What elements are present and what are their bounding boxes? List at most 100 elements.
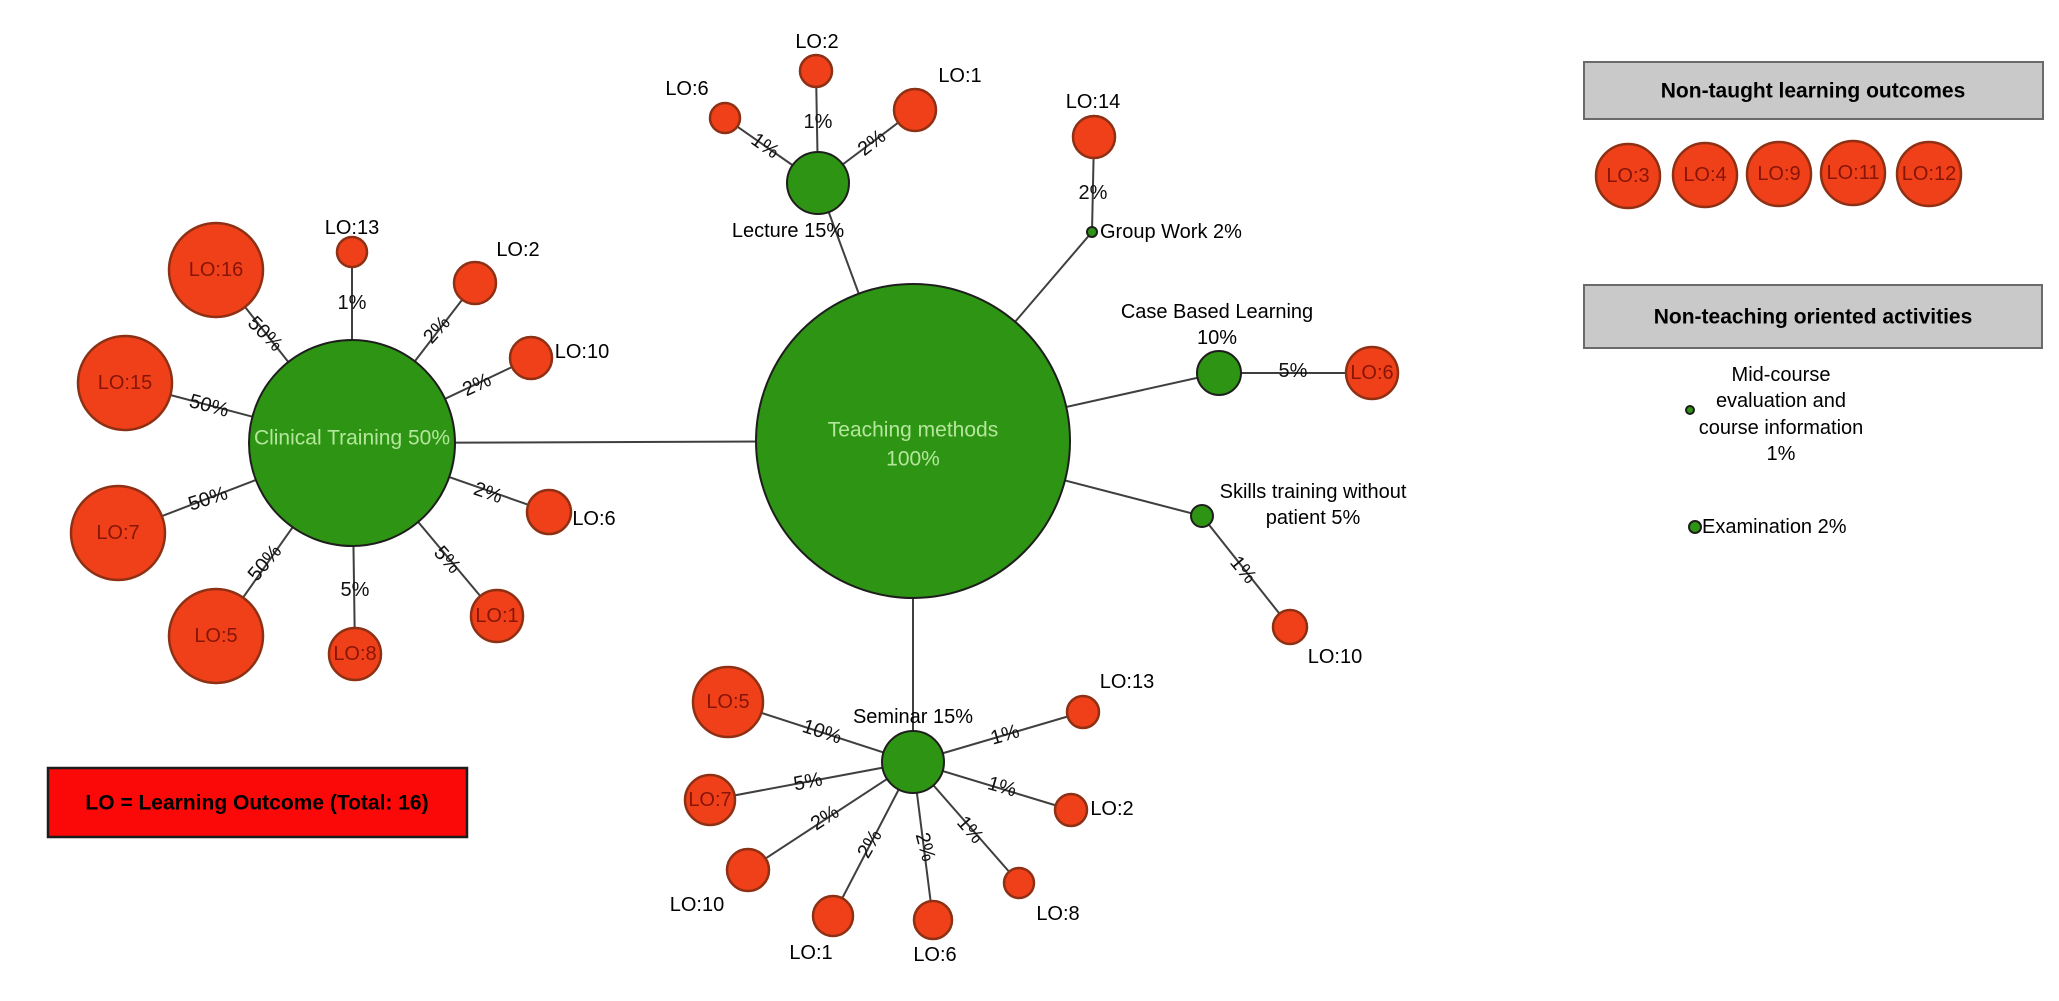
seminar-lo2-label: LO:2 — [1090, 798, 1133, 820]
nontaught-lo9-node — [1745, 140, 1813, 208]
clinical-lo7-node — [69, 484, 167, 582]
skills-label-line2: patient 5% — [1266, 507, 1361, 529]
seminar-lo8-label: LO:8 — [1036, 903, 1079, 925]
clinical-lo2-label: LO:2 — [496, 239, 539, 261]
examination-node — [1688, 520, 1702, 534]
clinical-lo6-node — [525, 488, 573, 536]
seminar-node — [881, 730, 945, 794]
seminar-label: Seminar 15% — [853, 706, 973, 728]
casebased-lo6-pct: 5% — [1279, 360, 1308, 382]
seminar-lo5-pct: 10% — [800, 715, 845, 748]
seminar-lo1-node — [811, 894, 855, 938]
lecture-lo6-pct: 1% — [747, 129, 783, 164]
seminar-lo6-node — [912, 899, 954, 941]
clinical-lo13-pct: 1% — [338, 292, 367, 314]
case-based-label-line1: Case Based Learning — [1121, 301, 1313, 323]
clinical-lo16-label: LO:16 — [189, 259, 243, 281]
clinical-training-node — [248, 339, 456, 547]
group-work-label: Group Work 2% — [1100, 221, 1242, 243]
teaching-methods-node — [755, 283, 1071, 599]
seminar-lo6-label: LO:6 — [913, 944, 956, 966]
mid-course-label-line3: course information — [1699, 417, 1864, 439]
seminar-lo7-pct: 5% — [792, 768, 825, 795]
seminar-lo13-node — [1065, 694, 1101, 730]
edge-seminar-lo10 — [747, 761, 914, 871]
lecture-lo1-node — [892, 87, 938, 133]
clinical-lo2-node — [452, 260, 498, 306]
seminar-lo5-node — [691, 665, 765, 739]
clinical-lo13-label: LO:13 — [325, 217, 379, 239]
lecture-node — [786, 151, 850, 215]
lecture-lo1-pct: 2% — [854, 125, 890, 160]
groupwork-lo14-label: LO:14 — [1066, 91, 1120, 113]
clinical-lo13-node — [335, 235, 369, 269]
teaching-methods-label-line2: 100% — [886, 448, 940, 471]
skills-label-line1: Skills training without — [1220, 481, 1407, 503]
case-based-learning-node — [1196, 350, 1242, 396]
skills-lo10-node — [1271, 608, 1309, 646]
clinical-lo8-node — [327, 626, 383, 682]
clinical-training-label: Clinical Training 50% — [254, 427, 450, 450]
clinical-lo15-node — [76, 334, 174, 432]
seminar-lo10-label: LO:10 — [670, 894, 724, 916]
clinical-lo1-node — [469, 588, 525, 644]
seminar-lo13-pct: 1% — [988, 720, 1022, 749]
groupwork-lo14-pct: 2% — [1079, 182, 1108, 204]
group-work-node — [1086, 226, 1098, 238]
edge-seminar-lo7 — [709, 761, 914, 801]
case-based-label-line2: 10% — [1197, 327, 1237, 349]
nontaught-lo3-label: LO:3 — [1606, 165, 1649, 187]
nontaught-lo12-node — [1895, 140, 1963, 208]
non-teaching-header-box — [1583, 284, 2043, 349]
lecture-lo6-node — [708, 101, 742, 135]
clinical-lo5-pct: 50% — [244, 540, 287, 585]
non-taught-header-title: Non-taught learning outcomes — [1661, 80, 1966, 103]
seminar-lo13-label: LO:13 — [1100, 671, 1154, 693]
edge-skills-lo10 — [1201, 515, 1291, 628]
lecture-label: Lecture 15% — [732, 220, 845, 242]
non-taught-header-box — [1583, 61, 2044, 120]
seminar-lo6-pct: 2% — [911, 830, 940, 864]
seminar-lo1-pct: 2% — [853, 826, 887, 862]
clinical-lo10-node — [508, 335, 554, 381]
seminar-lo7-node — [683, 773, 737, 827]
nontaught-lo3-node — [1594, 142, 1662, 210]
clinical-lo15-pct: 50% — [187, 390, 232, 422]
non-teaching-header-title: Non-teaching oriented activities — [1654, 306, 1973, 329]
seminar-lo2-pct: 1% — [985, 772, 1019, 801]
seminar-lo5-label: LO:5 — [706, 691, 749, 713]
examination-label: Examination 2% — [1702, 516, 1847, 538]
teaching-methods-label-line1: Teaching methods — [828, 419, 998, 442]
clinical-lo16-node — [167, 221, 265, 319]
lecture-lo1-label: LO:1 — [938, 65, 981, 87]
clinical-lo10-label: LO:10 — [555, 341, 609, 363]
casebased-lo6-node — [1344, 345, 1400, 401]
lecture-lo2-node — [798, 53, 834, 89]
seminar-lo8-node — [1002, 866, 1036, 900]
clinical-lo5-label: LO:5 — [194, 625, 237, 647]
mid-course-node — [1685, 405, 1695, 415]
nontaught-lo11-node — [1819, 139, 1887, 207]
mid-course-label-line2: evaluation and — [1716, 390, 1846, 412]
nontaught-lo4-label: LO:4 — [1683, 164, 1726, 186]
nontaught-lo12-label: LO:12 — [1902, 163, 1956, 185]
clinical-lo10-pct: 2% — [459, 369, 495, 401]
lecture-lo6-label: LO:6 — [665, 78, 708, 100]
clinical-lo15-label: LO:15 — [98, 372, 152, 394]
seminar-lo1-label: LO:1 — [789, 942, 832, 964]
lecture-lo2-pct: 1% — [804, 111, 833, 133]
clinical-lo7-label: LO:7 — [96, 522, 139, 544]
clinical-lo7-pct: 50% — [186, 482, 231, 515]
mid-course-label-line4: 1% — [1767, 443, 1796, 465]
clinical-lo8-pct: 5% — [341, 579, 370, 601]
clinical-lo8-label: LO:8 — [333, 643, 376, 665]
seminar-lo10-node — [725, 847, 771, 893]
seminar-lo2-node — [1053, 792, 1089, 828]
casebased-lo6-label: LO:6 — [1350, 362, 1393, 384]
clinical-lo5-node — [167, 587, 265, 685]
mid-course-label-line1: Mid-course — [1732, 364, 1831, 386]
legend-text: LO = Learning Outcome (Total: 16) — [85, 792, 428, 815]
seminar-lo7-label: LO:7 — [688, 789, 731, 811]
nontaught-lo11-label: LO:11 — [1827, 162, 1880, 184]
